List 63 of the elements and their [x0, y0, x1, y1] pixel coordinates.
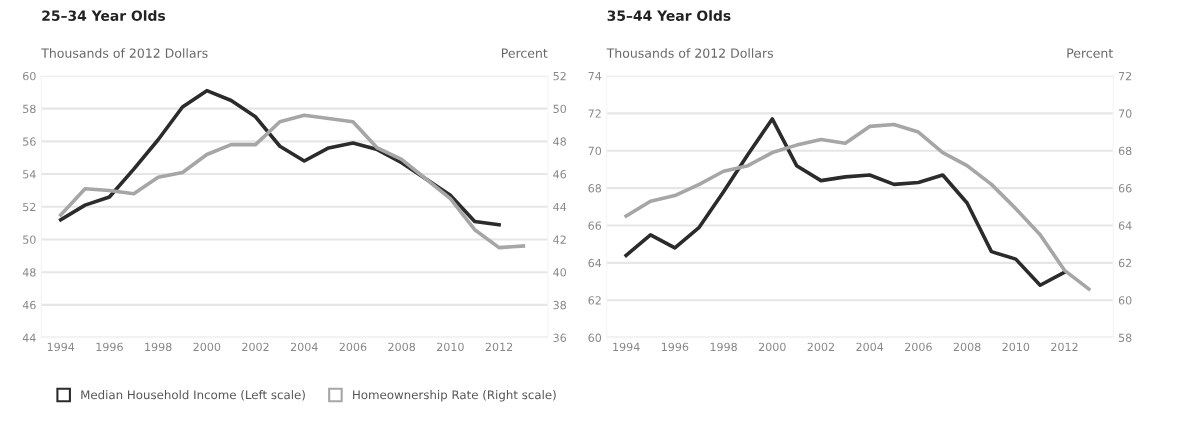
- y2-tick-label: 44: [553, 202, 567, 211]
- y2-tick-label: 36: [553, 333, 567, 342]
- y-tick-label: 72: [588, 109, 601, 118]
- x-tick-label: 1994: [613, 342, 640, 352]
- x-tick-label: 1996: [661, 342, 689, 352]
- y-tick-label: 62: [588, 296, 601, 305]
- y-tick-label: 64: [588, 258, 602, 268]
- y-tick-label: 54: [23, 170, 36, 179]
- x-tick-label: 2008: [953, 342, 981, 352]
- y-tick-label: 60: [23, 71, 36, 81]
- x-tick-label: 2000: [193, 342, 221, 352]
- y-tick-label: 74: [588, 72, 602, 81]
- line-series: [58, 113, 526, 250]
- y2-tick-label: 48: [553, 137, 567, 146]
- y2-tick-label: 46: [553, 170, 567, 179]
- y2-tick-label: 62: [1118, 258, 1132, 268]
- y2-tick-label: 52: [553, 71, 566, 81]
- y2-tick-label: 64: [1118, 221, 1132, 230]
- y-tick-label: 46: [22, 300, 36, 310]
- y-tick-label: 56: [23, 137, 36, 146]
- y-tick-label: 60: [588, 333, 602, 342]
- x-tick-label: 2012: [485, 342, 513, 352]
- x-tick-label: 2002: [242, 342, 269, 352]
- y-tick-label: 70: [588, 146, 602, 156]
- x-tick-label: 2004: [290, 342, 318, 352]
- y2-tick-label: 60: [1118, 296, 1132, 305]
- x-tick-label: 2010: [1002, 342, 1030, 352]
- chart-title: 25–34 Year Olds: [42, 10, 166, 21]
- legend-label: Homeownership Rate (Right scale): [353, 390, 556, 402]
- y-tick-label: 44: [22, 333, 36, 342]
- y-tick-label: 52: [23, 202, 36, 212]
- y-tick-label: 58: [23, 104, 36, 114]
- y2-tick-label: 50: [553, 104, 567, 114]
- y2-tick-label: 40: [553, 268, 567, 277]
- x-tick-label: 2010: [437, 342, 464, 352]
- y-tick-label: 68: [588, 184, 602, 193]
- x-tick-label: 2000: [758, 342, 786, 352]
- y2-tick-label: 70: [1118, 109, 1132, 118]
- y2-axis-title: Percent: [1067, 48, 1113, 58]
- x-tick-label: 2012: [1051, 342, 1078, 352]
- y2-tick-label: 66: [1118, 184, 1132, 193]
- y2-axis-title: Percent: [501, 48, 548, 58]
- y-axis-title: Thousands of 2012 Dollars: [606, 48, 774, 58]
- y2-tick-label: 68: [1118, 146, 1132, 156]
- x-tick-label: 2002: [807, 342, 834, 352]
- y-tick-label: 66: [588, 221, 602, 230]
- y-axis-title: Thousands of 2012 Dollars: [41, 48, 208, 58]
- y2-tick-label: 42: [553, 235, 566, 244]
- x-tick-label: 2008: [388, 342, 416, 352]
- x-tick-label: 2006: [339, 342, 367, 352]
- y-tick-label: 50: [23, 235, 36, 244]
- y2-tick-label: 58: [1118, 333, 1132, 342]
- x-tick-label: 2006: [905, 342, 932, 352]
- x-tick-label: 1996: [96, 342, 123, 352]
- x-tick-label: 1998: [145, 342, 172, 352]
- x-tick-label: 1994: [47, 342, 75, 352]
- chart-title: 35–44 Year Olds: [607, 10, 731, 21]
- x-tick-label: 1998: [710, 342, 737, 352]
- x-tick-label: 2004: [856, 342, 884, 352]
- y2-tick-label: 38: [553, 300, 567, 310]
- legend-label: Median Household Income (Left scale): [81, 390, 305, 401]
- y2-tick-label: 72: [1118, 71, 1132, 81]
- y-tick-label: 48: [22, 268, 36, 277]
